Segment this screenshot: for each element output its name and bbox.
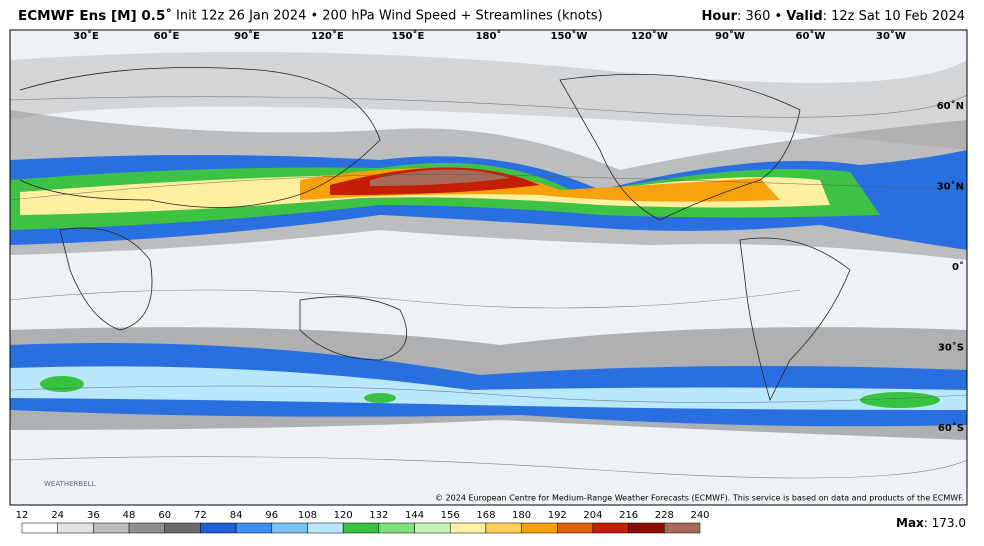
colorbar-segment (664, 522, 701, 534)
colorbar-label: 204 (583, 510, 602, 521)
longitude-label: 30˚E (73, 30, 99, 42)
colorbar-label: 228 (655, 510, 674, 521)
colorbar-segment (342, 522, 380, 534)
longitude-label: 60˚E (154, 30, 180, 42)
colorbar-segment (592, 522, 629, 534)
colorbar-segment (271, 522, 308, 534)
colorbar-label: 84 (230, 510, 243, 521)
longitude-label: 150˚W (551, 30, 588, 42)
max-label: Max (896, 516, 924, 530)
longitude-label: 60˚W (796, 30, 826, 42)
valid-info: Hour: 360 • Valid: 12z Sat 10 Feb 2024 (702, 9, 965, 24)
colorbar-segment (200, 522, 237, 534)
colorbar-segment (128, 522, 165, 534)
longitude-label: 180˚ (476, 30, 502, 42)
max-info: Max: 173.0 (896, 516, 966, 530)
colorbar-segment (414, 522, 451, 534)
latitude-label: 30˚S (938, 342, 964, 354)
longitude-label: 30˚W (876, 30, 906, 42)
colorbar-segment (521, 522, 558, 534)
longitude-label: 150˚E (392, 30, 425, 42)
colorbar-label: 192 (548, 510, 567, 521)
colorbar-segment (21, 522, 58, 534)
colorbar-segment (235, 522, 273, 534)
copyright: © 2024 European Centre for Medium-Range … (435, 494, 964, 503)
colorbar-label: 168 (476, 510, 495, 521)
colorbar-segment (378, 522, 415, 534)
colorbar-label: 180 (512, 510, 531, 521)
colorbar-label: 60 (158, 510, 171, 521)
latitude-label: 30˚N (937, 181, 964, 193)
colorbar-label: 216 (619, 510, 638, 521)
map: 30˚E 60˚E 90˚E 120˚E 150˚E 180˚ 150˚W 120˚W 90˚W… (9, 29, 968, 506)
colorbar-label: 24 (51, 510, 64, 521)
colorbar-label: 36 (87, 510, 100, 521)
colorbar-segment (307, 522, 344, 534)
longitude-label: 120˚E (311, 30, 344, 42)
title-rest: Init 12z 26 Jan 2024 • 200 hPa Wind Spee… (176, 9, 603, 24)
colorbar-segment (93, 522, 130, 534)
colorbar-label: 120 (334, 510, 353, 521)
colorbar-segment (628, 522, 665, 534)
title-bold: ECMWF Ens [M] 0.5˚ (18, 7, 172, 24)
colorbar-segment (449, 522, 487, 534)
colorbar-label: 96 (265, 510, 278, 521)
map-frame (9, 29, 968, 506)
colorbar-label: 132 (369, 510, 388, 521)
valid-label: Valid (786, 9, 822, 24)
longitude-label: 90˚W (715, 30, 745, 42)
colorbar-label: 144 (405, 510, 424, 521)
hour-label: Hour (702, 9, 738, 24)
colorbar-label: 240 (690, 510, 709, 521)
hour-value: : 360 • (737, 9, 786, 24)
longitude-label: 90˚E (234, 30, 260, 42)
colorbar-label: 156 (441, 510, 460, 521)
colorbar-label: 12 (16, 510, 29, 521)
logo: WEATHERBELL (44, 480, 96, 488)
colorbar-label: 108 (298, 510, 317, 521)
colorbar-segment (164, 522, 201, 534)
colorbar-segment (485, 522, 522, 534)
latitude-label: 0˚ (952, 261, 964, 273)
colorbar: 12 24 36 48 60 72 84 96 108 120 132 144 156 168 180 192… (16, 510, 710, 534)
latitude-label: 60˚S (938, 422, 964, 434)
colorbar-label: 48 (123, 510, 136, 521)
valid-value: : 12z Sat 10 Feb 2024 (823, 9, 965, 24)
colorbar-segment (557, 522, 594, 534)
latitude-label: 60˚N (937, 100, 964, 112)
colorbar-label: 72 (194, 510, 207, 521)
max-value: : 173.0 (924, 516, 966, 530)
longitude-label: 120˚W (631, 30, 668, 42)
coastlines (19, 67, 851, 402)
colorbar-segment (57, 522, 94, 534)
